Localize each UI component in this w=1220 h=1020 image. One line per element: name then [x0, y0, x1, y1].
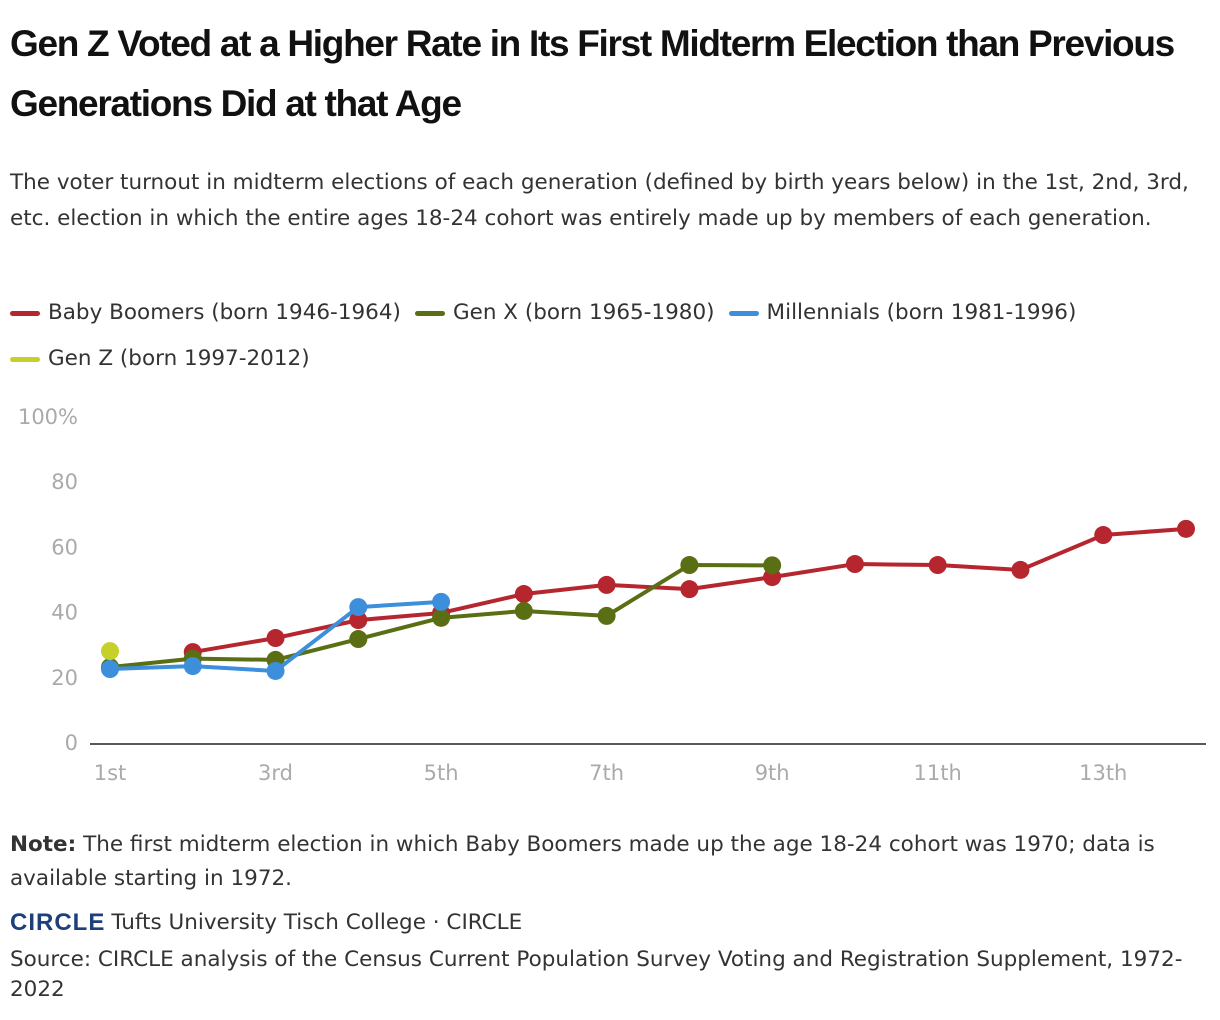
data-point [266, 661, 285, 680]
series [183, 519, 1195, 662]
attribution-text: Tufts University Tisch College · CIRCLE [111, 910, 523, 935]
x-tick-label: 5th [424, 761, 459, 785]
data-point [514, 585, 533, 604]
x-tick-label: 3rd [258, 761, 293, 785]
data-point [514, 601, 533, 620]
data-point [763, 556, 782, 575]
data-point [349, 630, 368, 649]
data-point [101, 642, 119, 661]
legend-label: Gen X (born 1965-1980) [452, 300, 715, 325]
data-point [183, 657, 202, 676]
y-tick-label: 100% [18, 405, 78, 429]
data-point [349, 611, 368, 630]
chart-title: Gen Z Voted at a Higher Rate in Its Firs… [10, 23, 1175, 124]
logo: CIRCLE [10, 909, 106, 936]
x-tick-label: 9th [755, 761, 790, 785]
x-tick-label: 1st [94, 761, 127, 785]
data-point [1094, 526, 1113, 545]
series [101, 592, 451, 680]
y-tick-label: 20 [51, 666, 78, 690]
legend-swatch [728, 310, 759, 316]
source: Source: CIRCLE analysis of the Census Cu… [10, 947, 1183, 1002]
legend-label: Millennials (born 1981-1996) [766, 300, 1077, 325]
legend-item: Gen X (born 1965-1980) [414, 295, 715, 331]
y-tick-label: 0 [65, 731, 78, 755]
attribution: CIRCLE Tufts University Tisch College · C… [10, 906, 522, 940]
legend-item: Millennials (born 1981-1996) [728, 295, 1077, 331]
y-tick-label: 80 [51, 470, 78, 494]
data-point [597, 606, 616, 625]
series [101, 556, 782, 677]
data-point [101, 660, 119, 679]
data-point [1011, 560, 1030, 579]
legend-label: Gen Z (born 1997-2012) [48, 346, 310, 371]
note-text: The first midterm election in which Baby… [10, 832, 1155, 891]
data-point [266, 629, 285, 648]
data-point [1177, 519, 1195, 538]
series [101, 642, 119, 661]
note-label: Note: [10, 832, 77, 857]
legend-label: Baby Boomers (born 1946-1964) [48, 300, 401, 325]
legend-swatch [10, 310, 40, 316]
x-tick-label: 7th [589, 761, 624, 785]
x-tick-label: 11th [914, 761, 962, 785]
y-tick-label: 40 [51, 601, 78, 625]
data-point [928, 556, 947, 575]
y-tick-label: 60 [51, 535, 78, 559]
legend-swatch [10, 356, 40, 362]
data-point [597, 575, 616, 594]
data-point [845, 555, 864, 574]
legend-item: Baby Boomers (born 1946-1964) [10, 295, 401, 331]
data-point [349, 598, 368, 617]
x-tick-label: 13th [1079, 761, 1127, 785]
data-point [680, 556, 699, 575]
chart-subtitle: The voter turnout in midterm elections o… [10, 170, 1189, 231]
legend-item: Gen Z (born 1997-2012) [10, 341, 310, 377]
data-point [432, 592, 451, 611]
data-point [680, 580, 699, 599]
plot: 0 20 40 60 80 100% 1st 3rd 5th 7th 9th 11th 13th [18, 405, 1206, 785]
legend: Baby Boomers (born 1946-1964) Gen X (born… [10, 295, 1210, 377]
legend-swatch [414, 310, 445, 316]
note: Note: The first midterm election in whic… [10, 828, 1210, 896]
data-point [432, 608, 451, 627]
